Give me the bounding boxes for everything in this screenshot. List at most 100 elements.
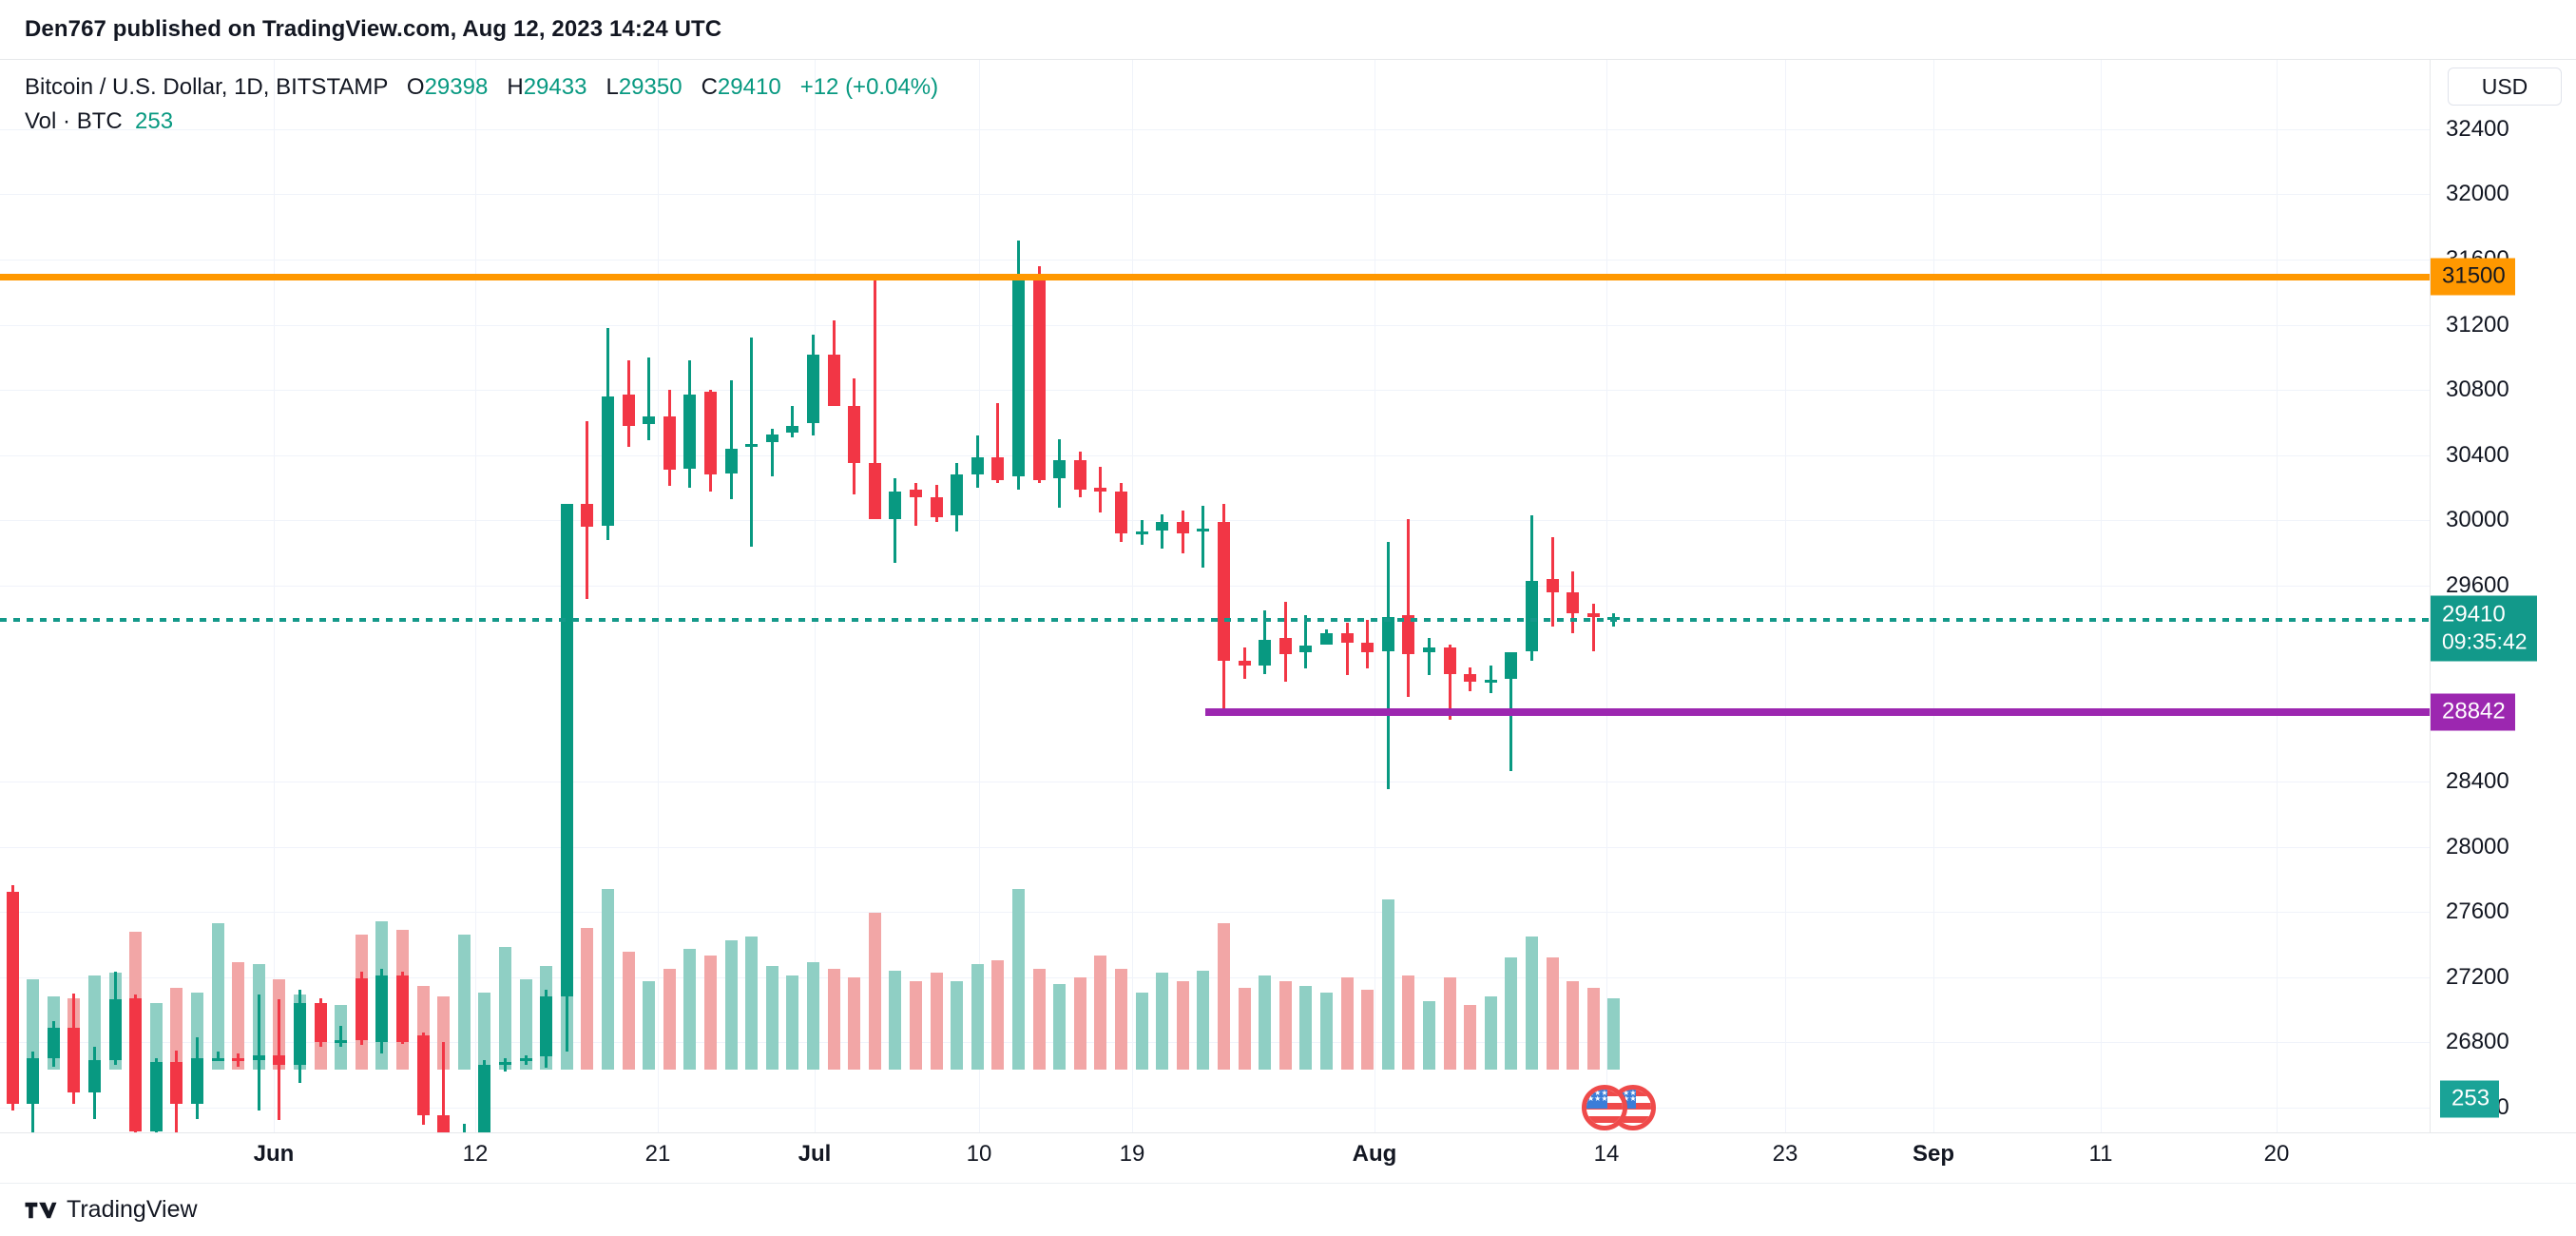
grid-line-horizontal (0, 912, 2430, 913)
last-price-badge[interactable]: 29410 09:35:42 (2431, 595, 2537, 662)
candle-body (560, 504, 573, 996)
grid-line-vertical (2101, 60, 2102, 1132)
candle-wick (913, 483, 917, 526)
volume-bar (1073, 976, 1086, 1070)
volume-bar (190, 992, 203, 1070)
volume-bar (683, 949, 697, 1070)
badge-value: 28842 (2442, 698, 2506, 724)
volume-bar (1278, 981, 1292, 1070)
volume-bar (745, 936, 759, 1070)
volume-bar (930, 973, 943, 1070)
candle-body (1278, 637, 1292, 654)
resistance-price-line[interactable] (0, 274, 2430, 280)
candle-body (1484, 680, 1497, 684)
volume-bar (663, 968, 676, 1070)
support-badge[interactable]: 28842 (2431, 693, 2515, 731)
time-tick-label: 11 (2088, 1141, 2113, 1167)
grid-line-horizontal (0, 390, 2430, 391)
candle-body (1176, 522, 1189, 534)
time-tick-label: Jul (798, 1141, 832, 1167)
grid-line-vertical (815, 60, 816, 1132)
volume-bar (1197, 971, 1210, 1070)
support-price-line[interactable] (1205, 708, 2430, 716)
volume-badge[interactable]: 253 (2440, 1080, 2500, 1118)
resistance-badge[interactable]: 31500 (2431, 258, 2515, 296)
volume-bar (1156, 973, 1169, 1070)
published-bar: Den767 published on TradingView.com, Aug… (0, 0, 2576, 59)
volume-bar (1032, 968, 1046, 1070)
volume-bar (211, 923, 224, 1070)
candle-body (1011, 279, 1025, 477)
candle-body (1238, 660, 1251, 666)
badge-value: 253 (2451, 1085, 2490, 1111)
volume-bar (703, 956, 717, 1070)
candle-body (848, 406, 861, 464)
price-tick-label: 29600 (2446, 572, 2509, 598)
candle-body (273, 1054, 286, 1065)
candle-body (663, 415, 676, 471)
candle-wick (791, 406, 795, 437)
candle-body (930, 497, 943, 517)
candle-wick (1161, 513, 1164, 549)
candle-body (87, 1059, 101, 1093)
candle-body (1443, 647, 1456, 674)
candle-wick (503, 1058, 507, 1072)
footer: TradingView (25, 1196, 198, 1224)
candle-wick (832, 319, 836, 364)
candle-body (1381, 616, 1394, 651)
candle-wick (257, 995, 260, 1110)
grid-line-horizontal (0, 325, 2430, 326)
price-tick-label: 30400 (2446, 442, 2509, 468)
candle-wick (1448, 644, 1451, 720)
candle-body (1032, 278, 1046, 480)
grid-line-vertical (1933, 60, 1934, 1132)
price-axis[interactable]: USD 324003200031600312003080030400300002… (2430, 60, 2576, 1132)
currency-button[interactable]: USD (2448, 68, 2562, 106)
volume-bar (1340, 976, 1354, 1070)
time-tick-label: 23 (1772, 1141, 1798, 1167)
candle-body (643, 415, 656, 425)
candle-wick (1386, 541, 1390, 790)
chart-pane[interactable]: ★★★ ★★★ ★★★ ★★★ (0, 60, 2430, 1132)
candle-body (724, 449, 738, 473)
time-tick-label: 19 (1119, 1141, 1145, 1167)
grid-line-vertical (979, 60, 980, 1132)
volume-bar (1464, 1005, 1477, 1070)
volume-bar (889, 971, 902, 1070)
volume-bar (457, 934, 471, 1070)
candle-body (1422, 647, 1435, 653)
candle-body (149, 1061, 163, 1132)
candle-wick (1489, 666, 1492, 694)
candle-body (47, 1027, 60, 1059)
candle-body (314, 1002, 327, 1042)
candle-body (355, 978, 368, 1041)
time-axis[interactable]: Jun 12 21 Jul 10 19 Aug 14 23 Sep 11 20 (0, 1132, 2576, 1184)
volume-bar (1053, 983, 1067, 1070)
us-event-flag-marker[interactable]: ★★★ ★★★ ★★★ ★★★ (1582, 1085, 1656, 1130)
candle-body (1197, 529, 1210, 532)
grid-line-horizontal (0, 847, 2430, 848)
volume-bar (643, 981, 656, 1070)
us-flag-icon-front[interactable]: ★★★ ★★★ (1582, 1085, 1627, 1130)
time-tick-label: Aug (1352, 1141, 1397, 1167)
volume-bar (1135, 992, 1148, 1070)
candle-body (129, 997, 143, 1132)
candle-body (683, 395, 697, 469)
candlestick-series (0, 60, 2430, 1132)
candle-body (951, 474, 964, 516)
volume-bar (601, 889, 614, 1070)
grid-line-horizontal (0, 260, 2430, 261)
candle-body (1259, 639, 1272, 666)
candle-body (745, 443, 759, 448)
time-tick-label: 21 (644, 1141, 671, 1167)
candle-body (1073, 460, 1086, 490)
candle-body (67, 1027, 81, 1093)
candle-wick (462, 1123, 466, 1132)
candle-wick (1201, 506, 1205, 569)
badge-countdown: 09:35:42 (2442, 628, 2528, 654)
badge-value: 29410 (2442, 601, 2506, 628)
last-price-line (0, 618, 2430, 622)
candle-body (622, 395, 635, 426)
grid-line-horizontal (0, 1042, 2430, 1043)
grid-line-horizontal (0, 977, 2430, 978)
